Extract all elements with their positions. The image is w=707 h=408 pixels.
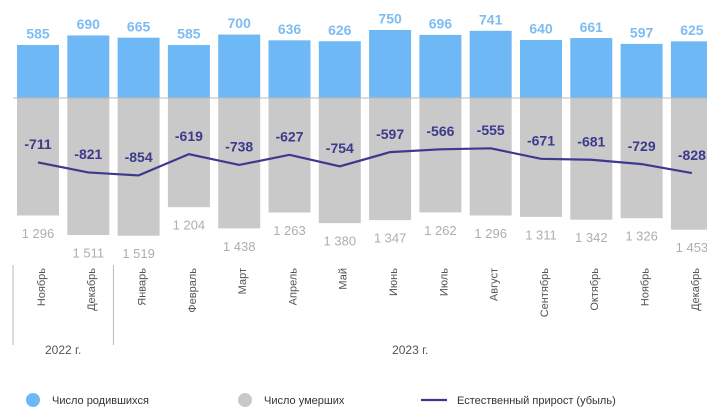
growth-label: -738 [225, 139, 253, 155]
birth-bar [520, 39, 562, 98]
birth-bar [469, 30, 512, 98]
death-bar [218, 98, 261, 229]
death-label: 1 204 [173, 218, 206, 233]
birth-bar [218, 34, 261, 98]
x-tick-label: Июнь [388, 268, 400, 296]
death-bar [520, 98, 562, 217]
x-tick-label: Июль [438, 268, 450, 296]
legend-label: Естественный прирост (убыль) [457, 395, 616, 407]
birth-label: 585 [177, 26, 201, 42]
birth-bar [620, 43, 663, 98]
death-label: 1 311 [525, 227, 557, 242]
death-label: 1 296 [474, 226, 507, 241]
legend-marker [238, 393, 252, 407]
birth-label: 585 [26, 26, 50, 42]
birth-label: 597 [630, 25, 654, 41]
birth-bar [67, 35, 110, 98]
growth-label: -627 [275, 129, 303, 145]
death-bar [167, 98, 210, 208]
birth-bar [570, 38, 613, 98]
x-tick-label: Декабрь [690, 268, 702, 311]
growth-label: -566 [426, 123, 454, 139]
birth-label: 640 [529, 21, 553, 37]
legend-label: Число умерших [264, 395, 345, 407]
birth-label: 741 [479, 12, 503, 28]
death-bar [117, 98, 160, 236]
death-label: 1 453 [676, 240, 707, 255]
growth-label: -597 [376, 126, 404, 142]
x-tick-label: Август [489, 268, 501, 301]
birth-label: 625 [680, 22, 704, 38]
group-label: 2023 г. [392, 343, 428, 357]
birth-label: 750 [378, 11, 402, 27]
birth-bar [167, 44, 210, 98]
birth-bar [419, 34, 462, 98]
x-tick-label: Февраль [187, 268, 199, 313]
birth-bar [117, 37, 160, 98]
death-bar [318, 98, 361, 224]
x-tick-label: Сентябрь [539, 268, 551, 318]
x-tick-label: Ноябрь [640, 268, 652, 306]
death-label: 1 347 [374, 231, 407, 246]
death-label: 1 519 [122, 246, 155, 261]
birth-label: 626 [328, 22, 352, 38]
birth-label: 690 [77, 16, 101, 32]
growth-label: -619 [175, 128, 203, 144]
growth-label: -854 [125, 149, 153, 165]
x-tick-label: Октябрь [589, 268, 601, 311]
growth-label: -711 [24, 136, 51, 152]
x-tick-label: Декабрь [86, 268, 98, 311]
birth-label: 661 [580, 19, 604, 35]
death-bar [17, 98, 59, 216]
birth-label: 700 [228, 15, 252, 31]
birth-bar [268, 40, 311, 98]
growth-label: -828 [678, 147, 706, 163]
death-label: 1 511 [73, 245, 105, 260]
death-bar [67, 98, 110, 235]
x-tick-label: Ноябрь [36, 268, 48, 306]
growth-line [37, 147, 693, 177]
death-label: 1 342 [575, 230, 608, 245]
death-bar [620, 98, 663, 219]
birth-label: 696 [429, 16, 453, 32]
death-label: 1 380 [324, 234, 357, 249]
growth-label: -681 [577, 133, 605, 149]
birth-bar [318, 41, 361, 98]
birth-bar [369, 30, 412, 98]
death-bar [670, 98, 707, 230]
growth-label: -729 [628, 138, 656, 154]
legend-label: Число родившихся [52, 395, 149, 407]
death-label: 1 326 [625, 229, 658, 244]
legend-marker [26, 393, 40, 407]
death-label: 1 263 [273, 223, 306, 238]
death-label: 1 262 [424, 223, 457, 238]
growth-label: -754 [326, 140, 354, 156]
death-label: 1 438 [223, 239, 256, 254]
death-bar [369, 98, 412, 221]
group-label: 2022 г. [45, 343, 81, 357]
birth-bar [17, 44, 59, 98]
x-tick-label: Май [338, 268, 350, 290]
birth-label: 636 [278, 21, 302, 37]
birth-label: 665 [127, 18, 151, 34]
x-tick-label: Март [237, 268, 249, 294]
death-bar [469, 98, 512, 216]
growth-label: -821 [74, 146, 102, 162]
birth-bar [670, 41, 707, 98]
death-bar [419, 98, 462, 213]
growth-label: -555 [477, 122, 505, 138]
x-tick-label: Апрель [287, 268, 299, 306]
death-label: 1 296 [22, 226, 55, 241]
growth-label: -671 [527, 133, 555, 149]
x-tick-label: Январь [137, 268, 149, 306]
